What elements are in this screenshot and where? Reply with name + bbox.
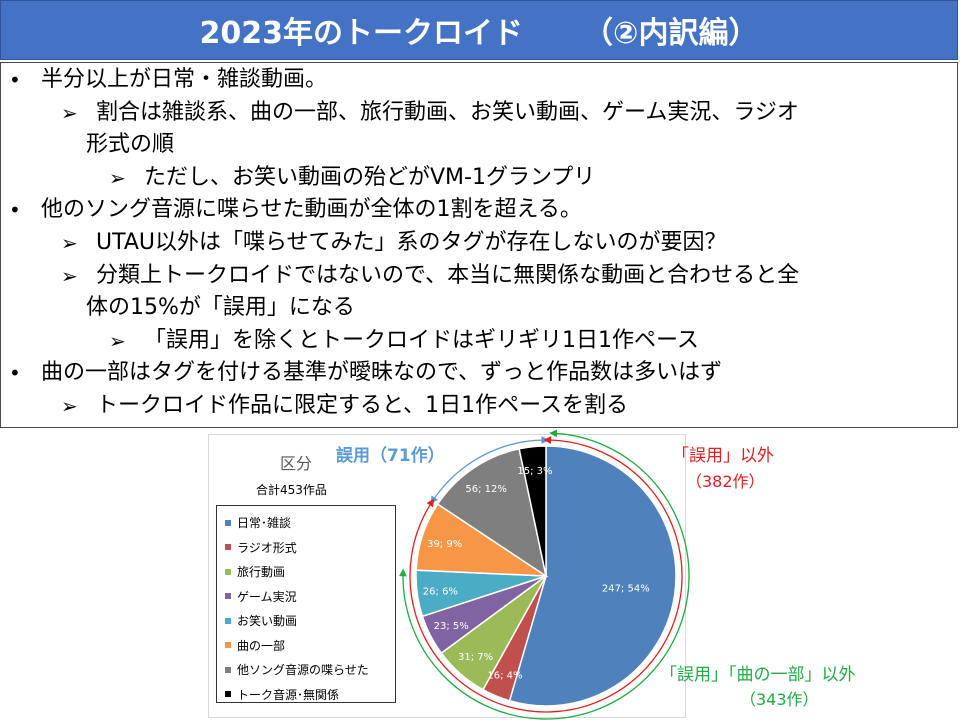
- bullet-marker: ➢: [61, 231, 78, 255]
- bullet-marker: •: [9, 198, 21, 223]
- title-main: 2023年のトークロイド: [199, 16, 524, 51]
- legend-label: ラジオ形式: [237, 540, 297, 555]
- bullet-list: • 半分以上が日常・雑談動画。 ➢ 割合は雑談系、曲の一部、旅行動画、お笑い動画、ゲー…: [0, 62, 958, 428]
- legend-entry: 旅行動画: [225, 563, 285, 580]
- bullet-text: 半分以上が日常・雑談動画。: [41, 67, 328, 92]
- legend-label: 日常･雑談: [237, 516, 292, 530]
- legend-label: お笑い動画: [237, 614, 298, 628]
- bullet-text: UTAU以外は「喋らせてみた」系のタグが存在しないのが要因？: [96, 230, 727, 255]
- legend-entry: ゲーム実況: [225, 588, 297, 605]
- legend-label: 曲の一部: [237, 638, 286, 653]
- legend-entry: ラジオ形式: [225, 539, 297, 556]
- bullet-marker: ➢: [109, 328, 126, 353]
- bullet-text: 分類上トークロイドではないので、本当に無関係な動画と合わせると全: [96, 262, 800, 288]
- annotation-misuse: 誤用（71作）: [336, 446, 445, 466]
- legend-entry: 曲の一部: [225, 637, 285, 654]
- annotation-non-misuse-line2: （382作）: [686, 472, 765, 491]
- bullet-marker: ➢: [109, 165, 126, 190]
- slide-title: 2023年のトークロイド （②内訳編）: [0, 0, 958, 60]
- legend-label: トーク音源･無関係: [237, 687, 340, 702]
- legend-swatch: [225, 519, 231, 526]
- legend-entry: トーク音源･無関係: [225, 686, 339, 703]
- legend-label: ゲーム実況: [237, 589, 297, 604]
- annotation-excl-line1: 「誤用」「曲の一部」以外: [660, 665, 856, 685]
- legend-entry: お笑い動画: [225, 612, 297, 629]
- chart-subtitle: 合計453作品: [256, 483, 327, 497]
- bullet-marker: ➢: [61, 263, 78, 288]
- legend-swatch: [225, 593, 231, 599]
- bullet-text: 「誤用」を除くとトークロイドはギリギリ1日1作ペース: [144, 327, 699, 353]
- legend-swatch: [225, 544, 231, 550]
- chart-title: 区分: [280, 454, 313, 473]
- bullet-text: 形式の順: [86, 132, 175, 158]
- title-sub: （②内訳編）: [583, 16, 759, 51]
- legend-label: 旅行動画: [237, 565, 286, 579]
- legend-label: 他ソング音源の喋らせた: [237, 663, 369, 677]
- legend-entry: 他ソング音源の喋らせた: [225, 661, 369, 678]
- bullet-marker: ➢: [61, 100, 78, 125]
- annotation-excl-line2: （343作）: [740, 690, 819, 709]
- chart-legend: 日常･雑談ラジオ形式旅行動画ゲーム実況お笑い動画曲の一部他ソング音源の喋らせたト…: [216, 505, 396, 703]
- bullet-text: 曲の一部はタグを付ける基準が曖昧なので、ずっと作品数は多いはず: [41, 360, 723, 386]
- bullet-text: ただし、お笑い動画の殆どがVM-1グランプリ: [144, 164, 596, 190]
- bullet-text: トークロイド作品に限定すると、1日1作ペースを割る: [96, 393, 629, 418]
- bullet-text: 体の15%が「誤用」になる: [86, 295, 355, 321]
- legend-entry: 日常･雑談: [225, 514, 291, 531]
- bullet-marker: •: [9, 68, 21, 92]
- bullet-text: 割合は雑談系、曲の一部、旅行動画、お笑い動画、ゲーム実況、ラジオ: [96, 99, 799, 125]
- legend-swatch: [225, 691, 231, 697]
- legend-swatch: [225, 568, 231, 575]
- bullet-text: 他のソング音源に喋らせた動画が全体の1割を超える。: [41, 197, 582, 223]
- annotation-non-misuse-line1: 「誤用」以外: [672, 446, 774, 466]
- legend-swatch: [225, 642, 231, 648]
- legend-swatch: [225, 666, 231, 673]
- legend-swatch: [225, 617, 231, 624]
- bullet-marker: •: [9, 361, 21, 386]
- bullet-marker: ➢: [61, 394, 78, 418]
